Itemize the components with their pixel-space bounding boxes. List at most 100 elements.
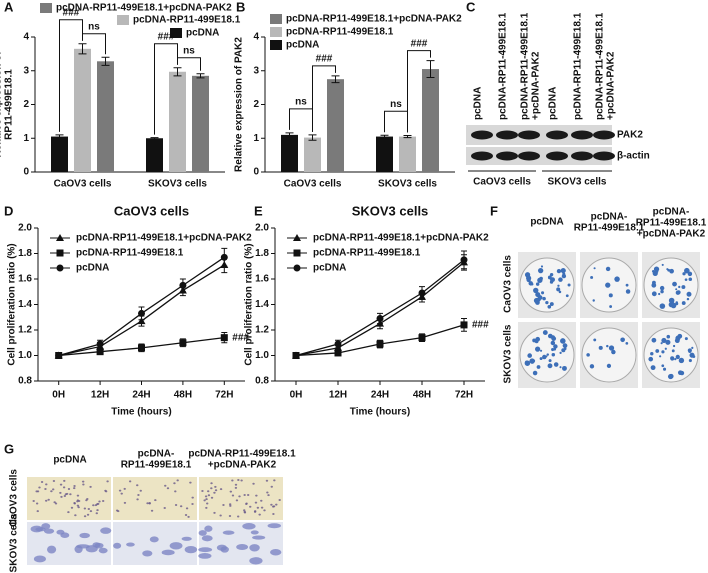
cell [201, 489, 204, 492]
colony [592, 299, 595, 302]
cell [83, 507, 87, 510]
colony [625, 283, 629, 287]
bar [327, 79, 344, 172]
cell [255, 494, 258, 497]
y-tick-label: 3 [253, 65, 259, 76]
colony [533, 287, 539, 294]
colony [650, 352, 654, 356]
cell [106, 480, 109, 483]
cell [35, 490, 38, 493]
marker [220, 253, 228, 261]
cell [270, 485, 273, 488]
cell [77, 499, 81, 502]
cell [87, 508, 91, 511]
cell [198, 553, 212, 559]
marker [376, 340, 384, 348]
colony [606, 344, 609, 348]
y-tick-label: 1.2 [18, 325, 32, 336]
cell [229, 504, 232, 507]
bar [192, 75, 209, 172]
legend-label: pcDNA-RP11-499E18.1 [313, 248, 421, 259]
colony [666, 334, 671, 339]
blot-band [496, 151, 518, 161]
cell [265, 479, 269, 482]
micrograph [113, 522, 197, 565]
legend-label: pcDNA [286, 40, 319, 51]
colony [653, 266, 660, 272]
y-tick-label: 0.8 [255, 376, 269, 387]
colony [556, 268, 562, 274]
y-tick-label: 1.0 [18, 350, 32, 361]
bar [422, 69, 439, 172]
colony [540, 265, 544, 268]
significance-bracket [384, 110, 408, 133]
cell [101, 500, 105, 503]
legend-swatch [170, 28, 182, 38]
colony [663, 367, 667, 371]
x-tick-label: CaOV3 cells [284, 179, 342, 190]
cell [149, 536, 159, 543]
significance-label: ### [411, 38, 428, 49]
cell [98, 547, 108, 554]
cell [204, 495, 208, 498]
colony [593, 267, 596, 270]
cell [249, 557, 263, 565]
marker [334, 340, 342, 348]
legend-marker [293, 234, 301, 241]
cell [59, 483, 63, 486]
cell [252, 535, 266, 540]
cell [96, 509, 99, 512]
cell [236, 543, 249, 550]
cell [266, 491, 269, 494]
colony [532, 370, 538, 376]
colony [648, 356, 654, 362]
colony [547, 363, 553, 369]
cell [79, 532, 90, 539]
colony [558, 277, 563, 282]
cell [222, 530, 235, 535]
cell [174, 504, 178, 507]
plate [643, 327, 699, 383]
colony [559, 366, 562, 369]
lane-label: +pcDNA-PAK2 [531, 51, 542, 120]
column-label: +pcDNA-PAK2 [208, 460, 277, 471]
colony [675, 288, 678, 291]
cell [139, 489, 142, 492]
cell [63, 495, 67, 498]
cell [207, 494, 211, 497]
cell [74, 514, 77, 517]
significance-bracket [154, 43, 178, 135]
colony [665, 339, 671, 345]
significance-bracket [312, 65, 336, 132]
cell [150, 509, 154, 512]
lane-label: pcDNA-RP11-499E18.1 [498, 12, 509, 120]
colony [560, 338, 566, 344]
colony [608, 345, 615, 351]
colony [660, 289, 664, 294]
legend-label: pcDNA [313, 263, 346, 274]
y-axis-label: Cell proliferation ratio (%) [244, 243, 255, 365]
legend-marker [56, 264, 64, 272]
colony [542, 330, 548, 336]
cell [213, 511, 216, 514]
cell [267, 523, 281, 529]
blot-band [546, 151, 568, 161]
cell [267, 494, 270, 497]
panel-label: B [236, 0, 245, 14]
colony [553, 362, 559, 367]
colony [678, 285, 681, 289]
row-label: CaOV3 cells [503, 255, 514, 313]
error-bar [308, 134, 317, 141]
marker [334, 349, 342, 357]
panel-label: F [490, 203, 498, 218]
significance-bracket [407, 50, 431, 133]
panel-label: E [254, 203, 263, 218]
colony [524, 360, 529, 365]
cell [83, 515, 87, 518]
y-axis-label: Relative expression of PAK2 [234, 37, 245, 172]
cell [104, 490, 108, 493]
cell [240, 479, 243, 482]
cell [205, 498, 208, 501]
column-label: pcDNA- [653, 207, 690, 218]
cell [234, 486, 238, 489]
